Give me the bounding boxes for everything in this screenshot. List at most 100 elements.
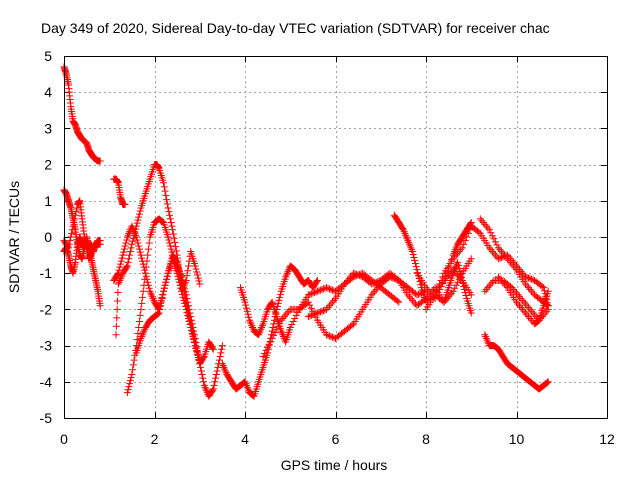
data-point bbox=[158, 217, 166, 225]
data-point bbox=[218, 345, 226, 353]
data-point bbox=[427, 289, 435, 297]
data-point bbox=[131, 229, 139, 237]
data-point bbox=[134, 330, 142, 338]
data-point bbox=[416, 290, 424, 298]
data-point bbox=[114, 297, 122, 305]
data-point bbox=[402, 231, 410, 239]
data-point bbox=[130, 356, 138, 364]
data-point bbox=[209, 344, 217, 352]
data-point bbox=[262, 346, 270, 354]
series-s5 bbox=[110, 175, 129, 208]
data-point bbox=[126, 380, 134, 388]
data-point bbox=[70, 219, 78, 227]
data-point bbox=[523, 282, 531, 290]
data-point bbox=[450, 267, 458, 275]
data-point bbox=[514, 300, 522, 308]
data-point bbox=[191, 262, 199, 270]
data-point bbox=[155, 309, 163, 317]
data-point bbox=[162, 191, 170, 199]
data-point bbox=[257, 325, 265, 333]
data-point bbox=[399, 226, 407, 234]
data-point bbox=[409, 250, 417, 258]
series-s19 bbox=[476, 215, 552, 310]
data-point bbox=[531, 311, 539, 319]
data-point bbox=[354, 271, 362, 279]
data-point bbox=[425, 295, 433, 303]
data-point bbox=[357, 272, 365, 280]
data-point bbox=[411, 260, 419, 268]
data-point bbox=[264, 343, 272, 351]
data-point bbox=[267, 337, 275, 345]
data-point bbox=[487, 229, 495, 237]
data-point bbox=[147, 291, 155, 299]
data-point bbox=[316, 308, 324, 316]
data-point bbox=[478, 217, 486, 225]
data-point bbox=[400, 228, 408, 236]
x-tick-label: 10 bbox=[509, 431, 525, 447]
data-point bbox=[487, 246, 495, 254]
data-point bbox=[118, 254, 126, 262]
data-point bbox=[516, 293, 524, 301]
data-point bbox=[243, 304, 251, 312]
data-point bbox=[87, 251, 95, 259]
data-point bbox=[457, 246, 465, 254]
data-point bbox=[190, 334, 198, 342]
data-point bbox=[310, 289, 318, 297]
data-point bbox=[523, 311, 531, 319]
data-point bbox=[462, 292, 470, 300]
data-point bbox=[200, 354, 208, 362]
data-point bbox=[199, 374, 207, 382]
data-point bbox=[160, 179, 168, 187]
data-point bbox=[120, 245, 128, 253]
data-point bbox=[217, 349, 225, 357]
data-point bbox=[345, 275, 353, 283]
data-point bbox=[451, 284, 459, 292]
data-point bbox=[526, 314, 534, 322]
data-point bbox=[525, 284, 533, 292]
data-point bbox=[475, 228, 483, 236]
data-point bbox=[532, 313, 540, 321]
data-point bbox=[309, 289, 317, 297]
data-point bbox=[467, 291, 475, 299]
data-point bbox=[132, 231, 140, 239]
data-point bbox=[167, 245, 175, 253]
data-point bbox=[193, 271, 201, 279]
data-point bbox=[481, 287, 489, 295]
data-point bbox=[211, 378, 219, 386]
data-point bbox=[529, 276, 537, 284]
data-point bbox=[178, 280, 186, 288]
data-point bbox=[145, 239, 153, 247]
data-point bbox=[393, 297, 401, 305]
data-point bbox=[187, 320, 195, 328]
data-point bbox=[143, 275, 151, 283]
data-point bbox=[183, 308, 191, 316]
data-point bbox=[514, 291, 522, 299]
data-point bbox=[268, 327, 276, 335]
data-point bbox=[265, 340, 273, 348]
data-point bbox=[160, 183, 168, 191]
data-point bbox=[241, 298, 249, 306]
data-point bbox=[147, 289, 155, 297]
data-point bbox=[169, 230, 177, 238]
data-point bbox=[170, 234, 178, 242]
data-point bbox=[115, 278, 123, 286]
data-point bbox=[168, 248, 176, 256]
data-point bbox=[126, 251, 134, 259]
data-point bbox=[163, 200, 171, 208]
data-point bbox=[67, 233, 75, 241]
data-point bbox=[119, 251, 127, 259]
series-s1 bbox=[60, 63, 104, 165]
data-point bbox=[372, 285, 380, 293]
data-point bbox=[213, 367, 221, 375]
data-point bbox=[140, 327, 148, 335]
data-point bbox=[121, 200, 129, 208]
data-point bbox=[162, 278, 170, 286]
data-point bbox=[269, 324, 277, 331]
data-point bbox=[408, 247, 416, 255]
data-point bbox=[247, 320, 255, 328]
data-point bbox=[303, 299, 311, 307]
data-point bbox=[169, 226, 177, 234]
data-point bbox=[129, 224, 137, 232]
data-point bbox=[292, 311, 300, 319]
data-point bbox=[348, 271, 356, 279]
